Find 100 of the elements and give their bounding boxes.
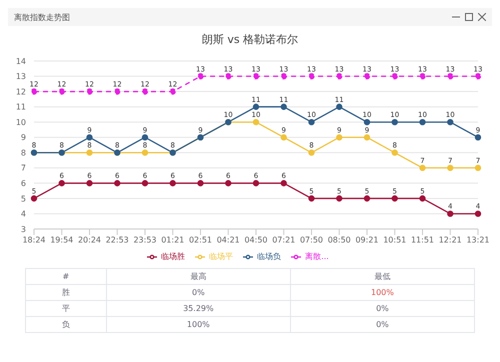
- point: [30, 88, 38, 95]
- point: [392, 118, 398, 126]
- point: [252, 118, 260, 126]
- point: [114, 88, 120, 95]
- point: [419, 118, 426, 126]
- x-tick-label: 04:50: [244, 236, 268, 245]
- x-tick-label: 22:53: [106, 236, 129, 245]
- point: [392, 73, 398, 80]
- point: [419, 164, 426, 172]
- point: [447, 210, 454, 217]
- x-tick-label: 11:51: [410, 236, 434, 245]
- point: [30, 195, 38, 202]
- point: [252, 180, 260, 186]
- point: [86, 180, 93, 186]
- legend-label: 临场负: [257, 252, 282, 261]
- text: 负: [26, 316, 106, 332]
- x-tick-label: 09:21: [355, 236, 379, 245]
- x-tick-label: 08:50: [328, 236, 351, 245]
- point: [447, 164, 454, 172]
- point: [364, 195, 370, 202]
- point: [364, 134, 370, 141]
- point: [447, 73, 454, 80]
- text: 最低: [290, 268, 474, 284]
- x-tick-label: 07:21: [272, 236, 296, 245]
- point: [58, 180, 65, 186]
- y-tick-label: 13: [16, 72, 26, 82]
- text: 平: [26, 300, 106, 316]
- text: 0%: [106, 284, 290, 300]
- chart-subtitle: 离散指数走势图: [14, 12, 70, 22]
- point: [280, 73, 287, 80]
- y-tick-label: 5: [20, 194, 26, 204]
- y-tick-label: 9: [20, 133, 26, 142]
- legend-label: 临场平: [209, 252, 234, 261]
- point: [142, 88, 148, 95]
- point: [225, 73, 232, 80]
- point: [58, 88, 65, 95]
- point: [474, 73, 482, 80]
- text: 100%: [106, 316, 290, 332]
- x-tick-label: 02:51: [188, 236, 212, 245]
- y-tick-label: 10: [16, 118, 26, 127]
- point: [252, 73, 260, 80]
- y-tick-label: 14: [16, 56, 26, 66]
- point: [308, 195, 315, 202]
- x-tick-label: 20:24: [78, 236, 102, 245]
- point: [197, 73, 204, 80]
- x-tick-label: 18:24: [22, 236, 46, 245]
- x-tick-label: 01:21: [161, 236, 184, 245]
- point: [336, 104, 342, 110]
- point: [142, 134, 148, 141]
- text: 0%: [290, 300, 474, 316]
- point: [308, 149, 315, 156]
- point: [308, 118, 315, 126]
- point: [170, 180, 176, 186]
- y-tick-label: 11: [16, 102, 26, 112]
- point: [114, 180, 120, 186]
- text: 胜: [26, 284, 106, 300]
- point: [392, 149, 398, 156]
- point: [280, 180, 287, 186]
- point: [252, 104, 260, 110]
- point: [170, 88, 176, 95]
- point: [474, 210, 482, 217]
- point: [86, 134, 93, 141]
- point: [142, 180, 148, 186]
- x-tick-label: 13:21: [466, 236, 490, 245]
- point: [364, 118, 370, 126]
- point: [86, 88, 93, 95]
- y-tick-label: 7: [20, 164, 26, 173]
- point: [474, 134, 482, 141]
- y-tick-label: 6: [20, 179, 26, 188]
- point: [336, 195, 342, 202]
- point: [225, 180, 232, 186]
- point: [364, 73, 370, 80]
- y-tick-label: 12: [16, 87, 26, 96]
- point: [392, 195, 398, 202]
- y-tick-label: 3: [20, 224, 26, 234]
- text: 100%: [290, 284, 474, 300]
- text: 最高: [106, 268, 290, 284]
- x-tick-label: 12:21: [438, 236, 462, 245]
- y-tick-label: 8: [20, 148, 26, 158]
- point: [197, 180, 204, 186]
- point: [447, 118, 454, 126]
- text: #: [26, 268, 106, 284]
- x-tick-label: 07:50: [300, 236, 324, 245]
- text: 0%: [290, 316, 474, 332]
- x-tick-label: 23:53: [133, 236, 157, 245]
- x-tick-label: 04:21: [216, 236, 240, 245]
- legend-label: 临场胜: [161, 252, 186, 261]
- point: [336, 134, 342, 141]
- chart-title: 朗斯 vs 格勒诺布尔: [200, 32, 300, 47]
- point: [336, 73, 342, 80]
- point: [280, 134, 287, 141]
- x-tick-label: 10:51: [383, 236, 406, 245]
- point: [142, 149, 148, 156]
- point: [280, 104, 287, 110]
- point: [419, 73, 426, 80]
- point: [474, 164, 482, 172]
- y-tick-label: 4: [20, 210, 26, 219]
- x-tick-label: 19:54: [50, 236, 74, 245]
- point: [308, 73, 315, 80]
- text: 35.29%: [106, 300, 290, 316]
